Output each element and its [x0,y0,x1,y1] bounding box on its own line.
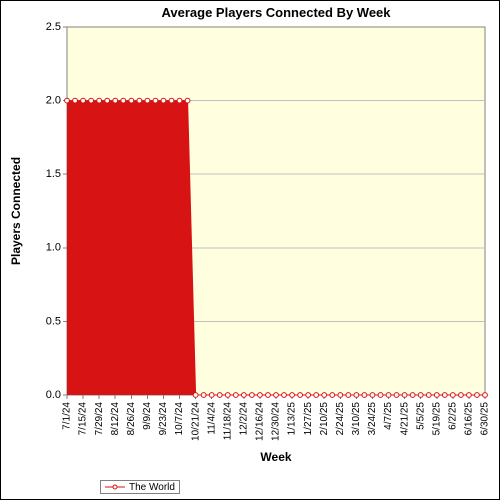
svg-text:12/2/24: 12/2/24 [238,402,249,436]
svg-text:9/9/24: 9/9/24 [142,402,153,430]
svg-text:5/19/25: 5/19/25 [431,402,442,436]
svg-text:9/23/24: 9/23/24 [158,402,169,436]
svg-text:7/29/24: 7/29/24 [94,402,105,436]
svg-text:0.0: 0.0 [46,389,61,401]
svg-text:4/21/25: 4/21/25 [399,402,410,436]
svg-text:2/10/25: 2/10/25 [319,402,330,436]
svg-text:0.5: 0.5 [46,315,61,327]
svg-text:11/18/24: 11/18/24 [222,402,233,441]
chart-svg: 0.0 0.5 1.0 1.5 2.0 2.5 7/1/24 7/15/24 7/29/24 8/… [0,0,500,500]
svg-text:5/5/25: 5/5/25 [415,402,426,430]
svg-text:6/2/25: 6/2/25 [447,402,458,430]
svg-text:7/1/24: 7/1/24 [62,402,73,430]
svg-text:10/21/24: 10/21/24 [190,402,201,441]
svg-text:6/30/25: 6/30/25 [480,402,491,436]
svg-text:3/24/25: 3/24/25 [367,402,378,436]
svg-text:8/26/24: 8/26/24 [126,402,137,436]
svg-text:1.5: 1.5 [46,168,61,180]
legend-swatch [105,483,125,491]
legend: The World [100,480,180,494]
legend-label: The World [129,482,175,493]
svg-text:Players Connected: Players Connected [9,157,23,265]
svg-text:12/30/24: 12/30/24 [271,402,282,441]
svg-text:Week: Week [260,450,291,464]
svg-text:10/7/24: 10/7/24 [174,402,185,436]
svg-text:1/27/25: 1/27/25 [303,402,314,436]
svg-text:8/12/24: 8/12/24 [110,402,121,436]
svg-text:4/7/25: 4/7/25 [383,402,394,430]
svg-text:2/24/25: 2/24/25 [335,402,346,436]
svg-text:1/13/25: 1/13/25 [287,402,298,436]
svg-text:12/16/24: 12/16/24 [255,402,266,441]
svg-text:7/15/24: 7/15/24 [78,402,89,436]
svg-text:2.0: 2.0 [46,95,61,107]
chart-frame: 0.0 0.5 1.0 1.5 2.0 2.5 7/1/24 7/15/24 7/29/24 8/… [0,0,500,500]
svg-text:1.0: 1.0 [46,242,61,254]
svg-text:6/16/25: 6/16/25 [464,402,475,436]
svg-text:2.5: 2.5 [46,21,61,33]
svg-text:Average Players Connected By W: Average Players Connected By Week [161,5,391,20]
svg-text:11/4/24: 11/4/24 [206,402,217,435]
svg-text:3/10/25: 3/10/25 [351,402,362,436]
legend-marker-icon [113,485,118,490]
